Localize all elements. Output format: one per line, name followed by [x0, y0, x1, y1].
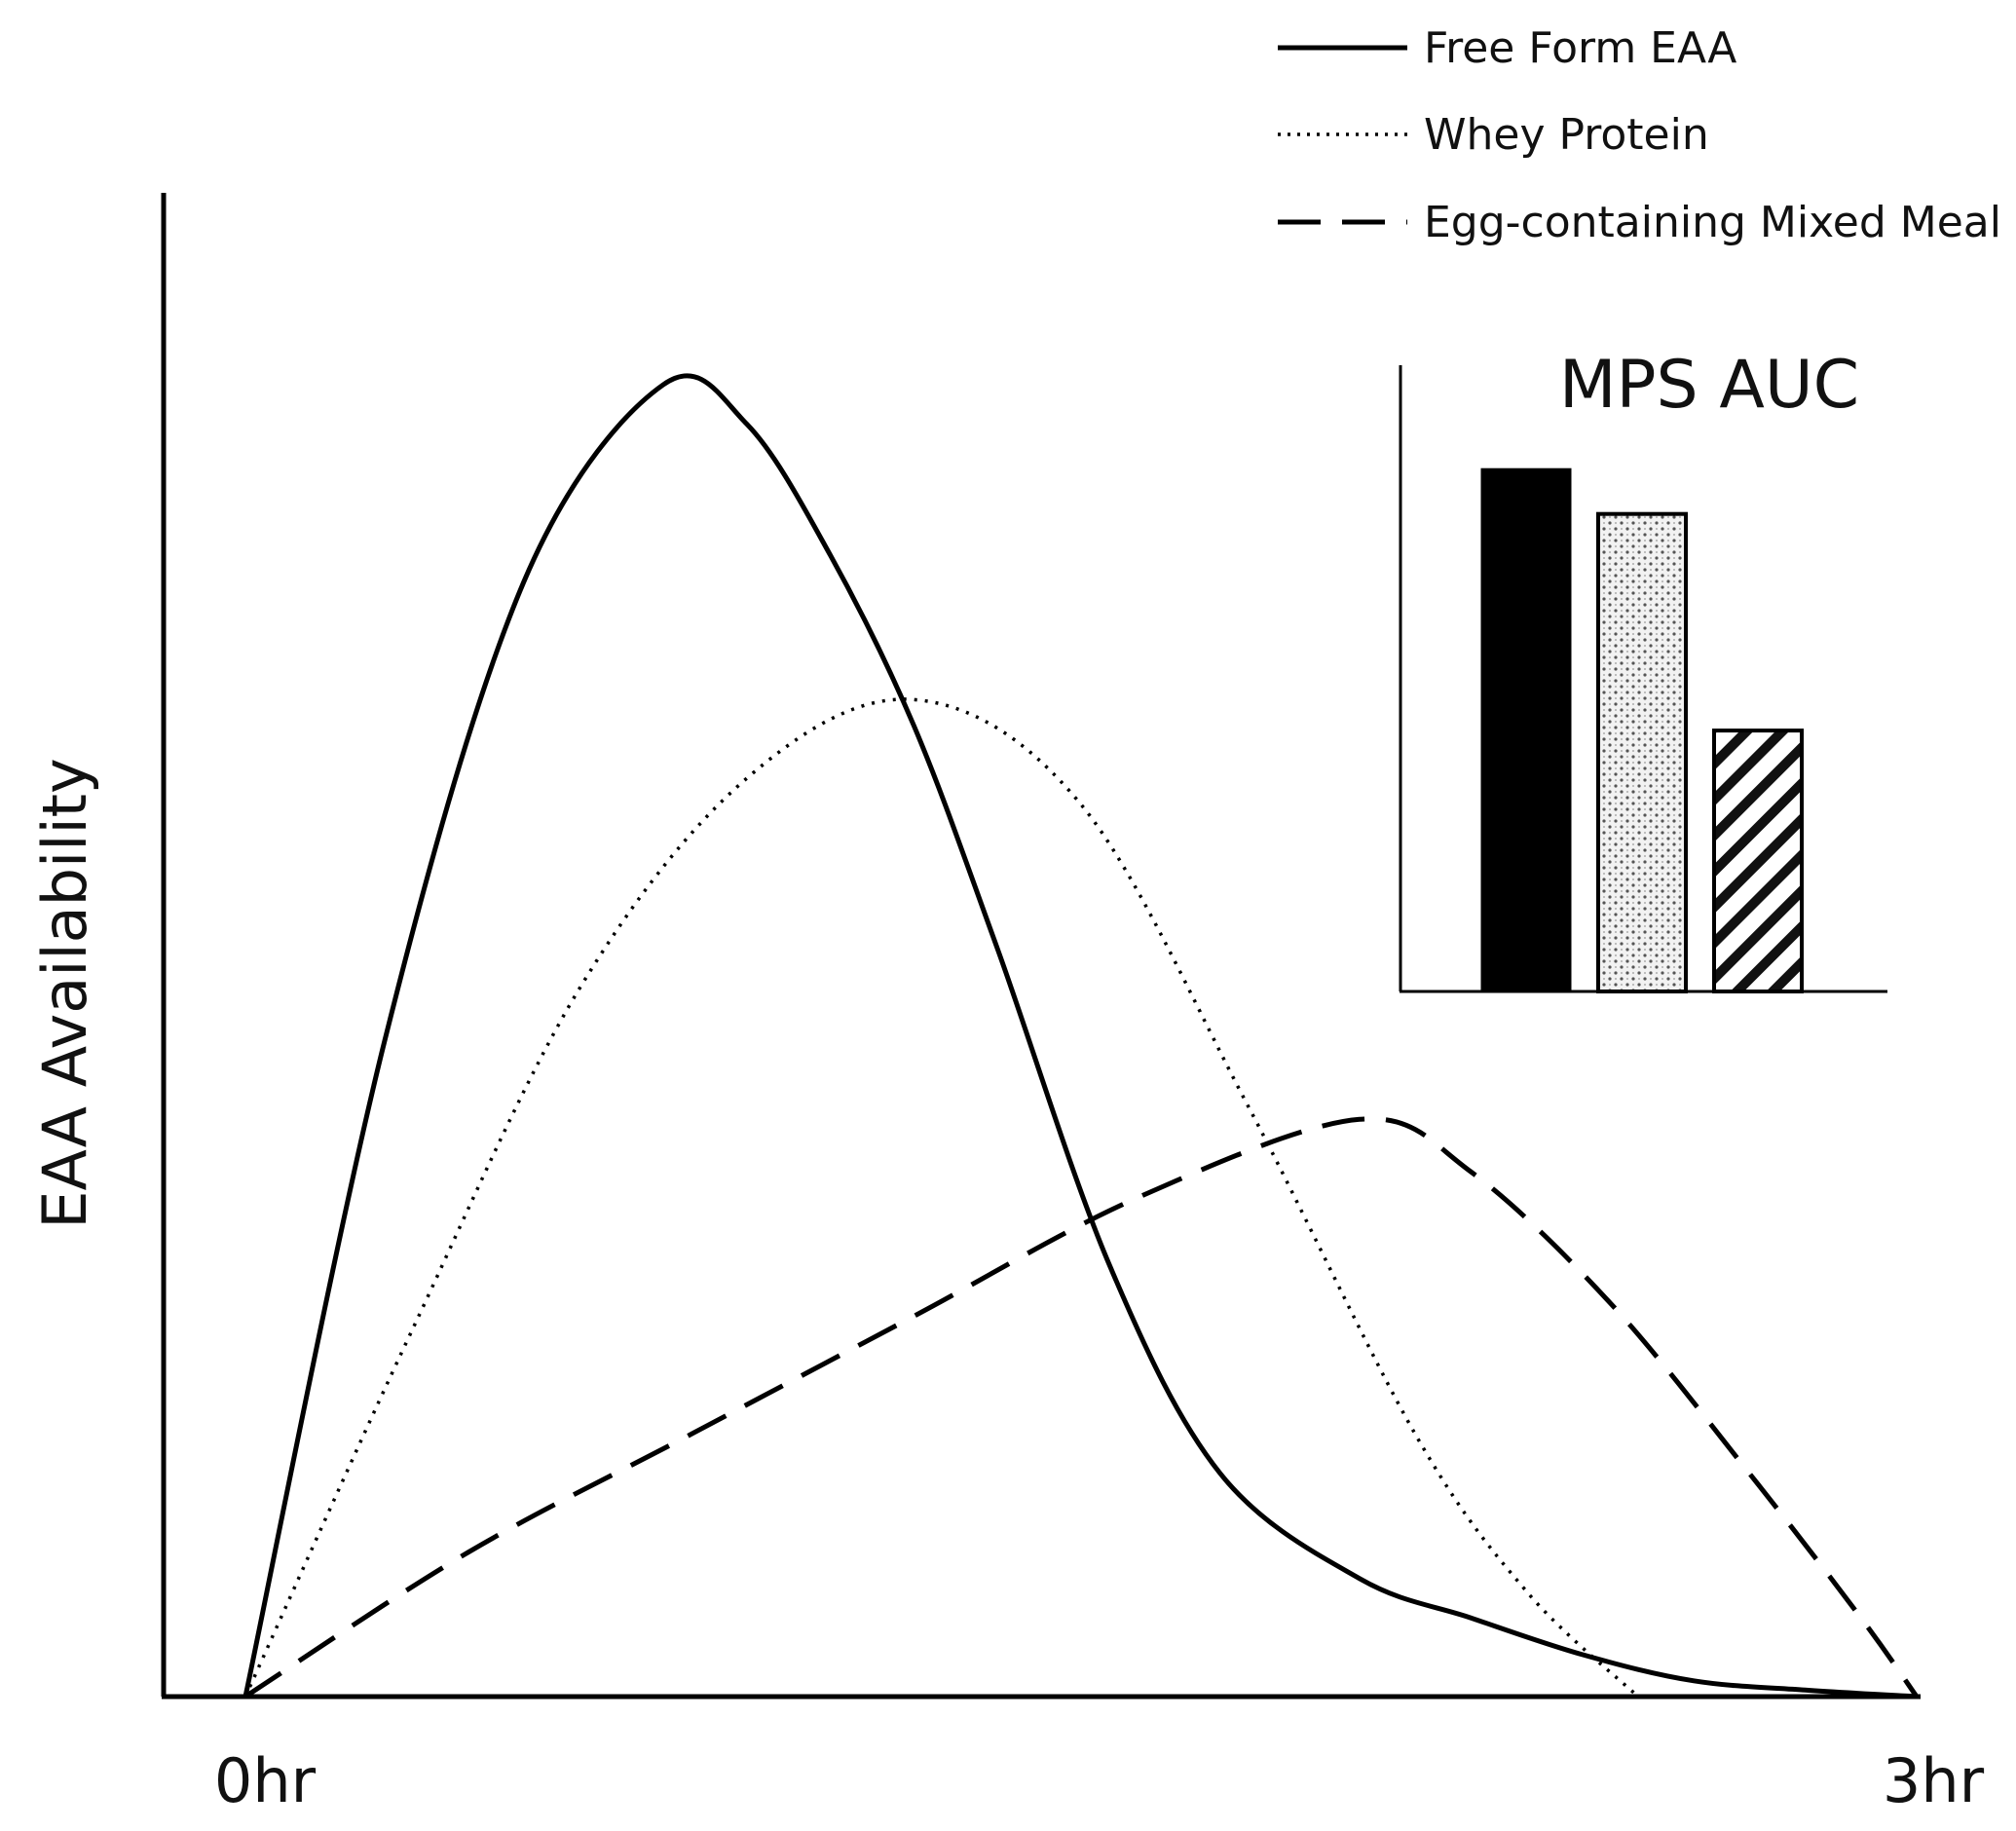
legend-label-free-form-eaa: Free Form EAA: [1424, 23, 1736, 73]
y-axis-label: EAA Availability: [29, 758, 100, 1228]
series-line-free-form-eaa: [243, 373, 1918, 1700]
x-tick-label-start: 0hr: [214, 1745, 317, 1816]
inset-title: MPS AUC: [1559, 347, 1859, 424]
x-tick-label-end: 3hr: [1883, 1745, 1985, 1816]
series-line-egg-mixed-meal: [243, 1116, 1920, 1700]
series-layer: [243, 373, 1920, 1700]
inset-bar-egg-mixed-meal: [1712, 729, 1804, 993]
legend-label-whey-protein: Whey Protein: [1424, 110, 1709, 160]
inset-bar-free-form-eaa: [1480, 467, 1572, 993]
legend: Free Form EAA Whey Protein Egg-containin…: [1278, 23, 2001, 247]
inset-bar-whey-protein: [1596, 511, 1688, 993]
legend-label-egg-mixed-meal: Egg-containing Mixed Meal: [1424, 198, 2001, 247]
series-line-whey-protein: [243, 697, 1640, 1699]
inset-bar-chart: MPS AUC: [1399, 347, 1887, 993]
